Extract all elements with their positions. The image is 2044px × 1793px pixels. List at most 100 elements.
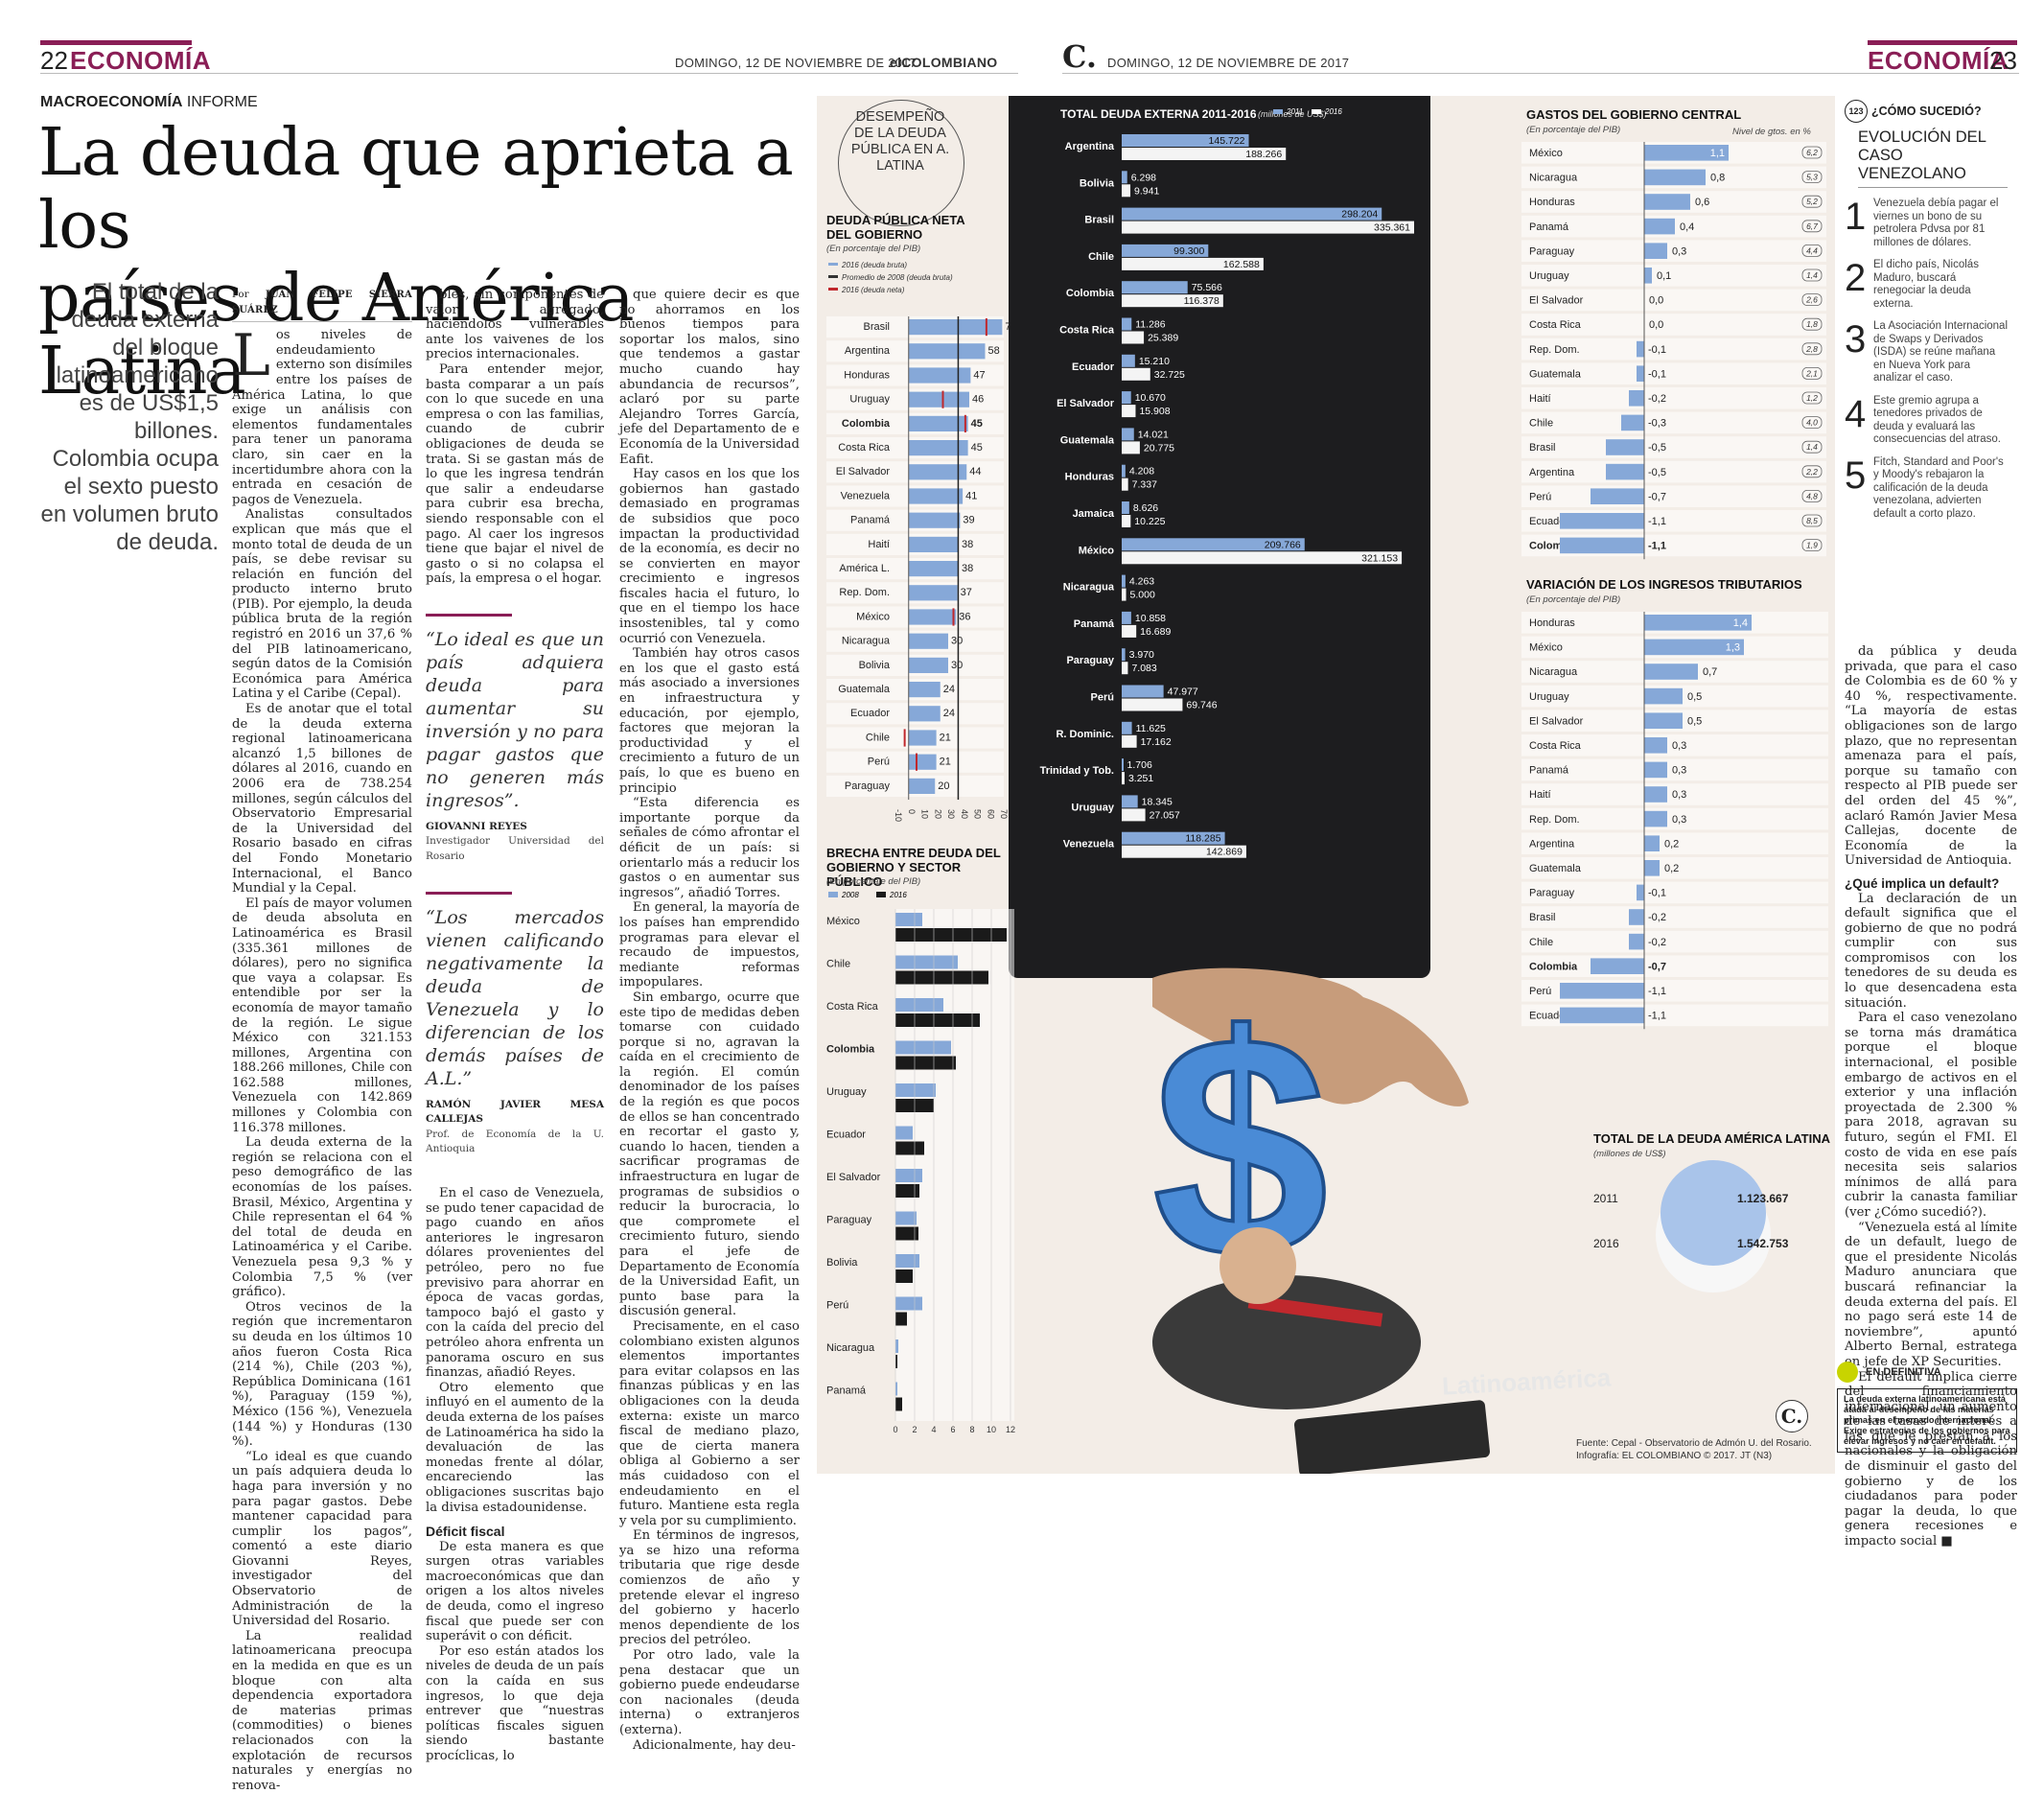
- value-label: 21: [940, 757, 951, 768]
- lead-paragraph: El total de la deuda externa del bloque …: [40, 279, 219, 555]
- bar-2008: [895, 998, 943, 1012]
- category-label: Perú: [1091, 692, 1114, 704]
- value-label: -0,1: [1648, 344, 1666, 356]
- bar: [1644, 218, 1675, 235]
- total-subtitle: (millones de US$): [1593, 1149, 1666, 1159]
- value-label-2016: 162.588: [1223, 259, 1260, 270]
- paragraph: Es de anotar que el total de la deuda ex…: [232, 702, 412, 896]
- headline: La deuda que aprieta a los países de Amér…: [38, 115, 794, 409]
- subhead-default: ¿Qué implica un default?: [1845, 875, 2000, 891]
- bar-2016: [1122, 588, 1127, 601]
- sidebar-number-badge: 123: [1845, 100, 1868, 123]
- value-label: -1,1: [1648, 1011, 1666, 1022]
- row-bg: [1521, 436, 1826, 458]
- category-label: América L.: [839, 563, 890, 574]
- section-bar-left: [40, 40, 192, 45]
- sidebar-item: 3 La Asociación Internacional de Swaps y …: [1845, 320, 2008, 385]
- category-label: México: [1079, 545, 1115, 556]
- value-label: 0,1: [1657, 270, 1671, 282]
- tick-label: 0: [907, 809, 917, 814]
- bar: [1644, 712, 1683, 729]
- level-badge: [1801, 195, 1823, 208]
- bar-2011: [1122, 611, 1131, 624]
- level-label: 2,1: [1805, 368, 1818, 378]
- value-label-2016: 20.775: [1144, 442, 1174, 454]
- bar-2008: [895, 913, 922, 926]
- paragraph: Por otro lado, vale la pena destacar que…: [619, 1648, 800, 1737]
- category-label: México: [826, 916, 860, 927]
- legend-swatch: [1312, 109, 1321, 114]
- bar-2016: [1122, 367, 1150, 381]
- category-label: Paraguay: [845, 780, 891, 792]
- level-label: 1,9: [1806, 541, 1818, 550]
- level-label: 4,0: [1806, 418, 1818, 428]
- bar: [908, 730, 937, 746]
- category-label: México: [1529, 642, 1563, 654]
- value-label-2011: 11.625: [1136, 723, 1166, 734]
- bar-2016: [895, 1397, 902, 1411]
- level-label: 1,4: [1806, 270, 1818, 280]
- column-2-text-deficit: De esta manera es que surgen otras varia…: [426, 1540, 604, 1764]
- chart-brecha: 2008 2016 México Chile Costa Rica Colombia Uru…: [826, 891, 1015, 1434]
- level-label: 5,2: [1806, 197, 1818, 206]
- category-label: Bolivia: [1080, 177, 1115, 189]
- value-label: 1,3: [1726, 642, 1740, 654]
- infographic: DESEMPEÑO DE LA DEUDA PÚBLICA EN A. LATI…: [817, 96, 1835, 1474]
- category-label: Panamá: [1529, 221, 1569, 233]
- bar-2008: [895, 1382, 897, 1396]
- value-label: 45: [971, 418, 983, 430]
- paragraph: Para entender mejor, basta comparar a un…: [426, 361, 604, 587]
- plot-bg: [895, 909, 1014, 1421]
- en-definitiva-text: La deuda externa latinoamericana está at…: [1837, 1388, 2017, 1453]
- level-badge: [1801, 171, 1823, 183]
- tick-label: 0: [893, 1425, 897, 1434]
- credit-note: Infografía: EL COLOMBIANO © 2017. JT (N3…: [1576, 1451, 1773, 1461]
- row-bg: [1521, 460, 1826, 483]
- bar-2016: [895, 1056, 956, 1070]
- category-label: Jamaica: [1073, 508, 1115, 520]
- chart-subtitle-deuda-externa: (millones de US$): [1258, 109, 1327, 119]
- category-label: Honduras: [1065, 472, 1114, 483]
- category-label: Perú: [826, 1300, 848, 1312]
- bar: [1644, 243, 1667, 259]
- check-icon: [1837, 1362, 1858, 1383]
- category-label: México: [856, 611, 890, 622]
- bar-2011: [1122, 171, 1127, 184]
- value-label: 30: [951, 636, 963, 647]
- bar-2016: [1122, 257, 1264, 270]
- bar-2016: [895, 970, 988, 985]
- level-badge: [1801, 317, 1823, 331]
- paragraph: “Esta diferencia es importante porque da…: [619, 796, 800, 900]
- bar: [908, 343, 986, 360]
- paragraph: También hay otros casos en los que el ga…: [619, 646, 800, 796]
- category-label: El Salvador: [1529, 715, 1584, 727]
- bar: [1591, 958, 1644, 974]
- category-label: Colombia: [1066, 288, 1115, 299]
- man-tie-shape: [1247, 1294, 1383, 1327]
- paragraph: Por eso están atados los niveles de deud…: [426, 1643, 604, 1763]
- category-label: Costa Rica: [838, 442, 891, 454]
- category-label: México: [1529, 148, 1563, 159]
- category-label: El Salvador: [1057, 398, 1115, 409]
- column-2-text-bottom: En el caso de Venezuela, se pudo tener c…: [426, 1186, 604, 1515]
- value-label: 0,6: [1695, 197, 1709, 208]
- value-label: 1,4: [1733, 617, 1748, 629]
- bar-2008: [895, 1126, 913, 1140]
- paragraph: La declaración de un default significa q…: [1845, 891, 2017, 1011]
- legend-swatch: [828, 263, 838, 266]
- legend-label: Promedio de 2008 (deuda bruta): [842, 273, 953, 282]
- category-label: Perú: [1529, 986, 1551, 997]
- bar: [1560, 983, 1644, 999]
- category-label: Bolivia: [826, 1257, 858, 1269]
- paragraph: da pública y deuda privada, que para el …: [1845, 644, 2017, 869]
- value-label: 24: [943, 708, 955, 719]
- value-label-2016: 10.225: [1134, 516, 1165, 527]
- category-label: Honduras: [1529, 197, 1575, 208]
- bar: [1560, 513, 1644, 529]
- paragraph: La realidad latinoamericana preocupa en …: [232, 1628, 412, 1793]
- bar: [1644, 687, 1683, 705]
- total-value-2016: 1.542.753: [1737, 1237, 1789, 1250]
- category-label: Uruguay: [1071, 802, 1115, 813]
- paragraph: Hay casos en los que los gobiernos han g…: [619, 467, 800, 646]
- category-label: Guatemala: [1060, 434, 1115, 446]
